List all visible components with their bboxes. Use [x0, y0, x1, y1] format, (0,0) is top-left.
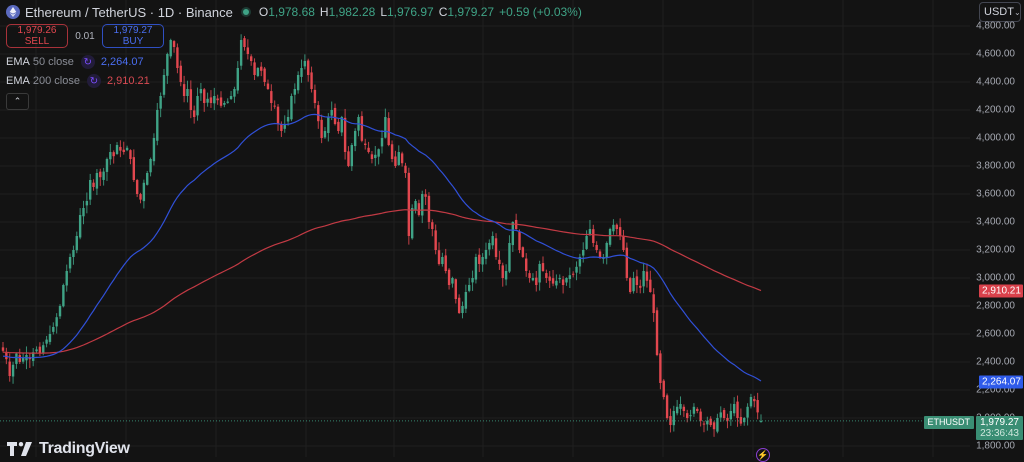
indicator-ema50[interactable]: EMA 50 close ↻ 2,264.07 [6, 55, 144, 69]
symbol-price-tag: ETHUSDT [923, 416, 974, 429]
price-axis-label: 4,000.00 [976, 132, 1015, 144]
lightning-event-icon[interactable]: ⚡ [756, 448, 770, 462]
ohlc-high: H1,982.28 [319, 5, 376, 19]
chevron-up-icon: ⌃ [13, 96, 22, 106]
price-axis-label: 2,200.00 [976, 384, 1015, 396]
price-axis-label: 3,800.00 [976, 160, 1015, 172]
ema200-price-tag: 2,910.21 [979, 284, 1023, 298]
collapse-legend-button[interactable]: ⌃ [6, 93, 29, 110]
price-axis-label: 4,400.00 [976, 76, 1015, 88]
spread-value: 0.01 [75, 30, 95, 42]
buy-label: BUY [122, 36, 144, 47]
tradingview-logo-icon [7, 442, 32, 456]
sell-price: 1,979.26 [17, 25, 57, 36]
chevron-down-icon: ⌄ [1013, 7, 1021, 17]
ohlc-close: C1,979.27 [438, 5, 495, 19]
ema200-value: 2,910.21 [106, 75, 150, 87]
price-change: +0.59 (+0.03%) [499, 5, 582, 19]
tradingview-logo[interactable]: TradingView [7, 440, 130, 458]
currency-select[interactable]: USDT ⌄ [979, 2, 1021, 22]
price-axis-label: 3,000.00 [976, 272, 1015, 284]
ohlc-low: L1,976.97 [380, 5, 434, 19]
price-axis-label: 3,400.00 [976, 216, 1015, 228]
price-axis-label: 4,600.00 [976, 48, 1015, 60]
bar-countdown: 23:36:43 [980, 428, 1019, 439]
price-axis-label: 1,800.00 [976, 440, 1015, 452]
ema50-price-tag: 2,264.07 [979, 375, 1023, 389]
indicator-ema200[interactable]: EMA 200 close ↻ 2,910.21 [6, 74, 150, 88]
last-price-tag: 1,979.27 23:36:43 [976, 416, 1023, 440]
price-axis-label: 3,200.00 [976, 244, 1015, 256]
buy-button[interactable]: 1,979.27 BUY [102, 24, 164, 48]
ohlc-open: O1,978.68 [258, 5, 315, 19]
refresh-icon[interactable]: ↻ [86, 74, 101, 88]
symbol-header: Ethereum / TetherUS · 1D · Binance O1,97… [6, 2, 582, 22]
price-axis-label: 4,800.00 [976, 20, 1015, 32]
buy-price: 1,979.27 [113, 25, 153, 36]
refresh-icon[interactable]: ↻ [80, 55, 95, 69]
ethereum-icon [6, 5, 20, 19]
price-axis-label: 2,800.00 [976, 300, 1015, 312]
ema50-value: 2,264.07 [100, 56, 144, 68]
sell-button[interactable]: 1,979.26 SELL [6, 24, 68, 48]
price-axis-label: 2,400.00 [976, 356, 1015, 368]
price-axis-label: 3,600.00 [976, 188, 1015, 200]
sell-label: SELL [24, 36, 50, 47]
market-open-dot-icon [240, 7, 251, 17]
price-axis-label: 4,200.00 [976, 104, 1015, 116]
symbol-title[interactable]: Ethereum / TetherUS · 1D · Binance [25, 4, 233, 20]
trade-panel: 1,979.26 SELL 0.01 1,979.27 BUY [6, 24, 164, 48]
price-axis-label: 2,600.00 [976, 328, 1015, 340]
